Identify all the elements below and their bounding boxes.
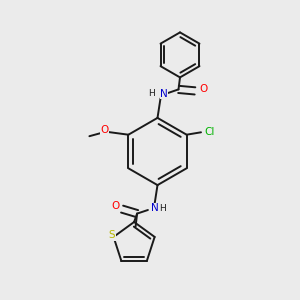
- Text: N: N: [151, 203, 159, 213]
- Text: S: S: [109, 230, 116, 240]
- Text: Cl: Cl: [205, 127, 215, 137]
- Text: H: H: [148, 89, 155, 98]
- Text: O: O: [111, 201, 120, 211]
- Text: H: H: [159, 204, 165, 213]
- Text: O: O: [199, 84, 208, 94]
- Text: O: O: [100, 125, 109, 135]
- Text: N: N: [160, 89, 168, 99]
